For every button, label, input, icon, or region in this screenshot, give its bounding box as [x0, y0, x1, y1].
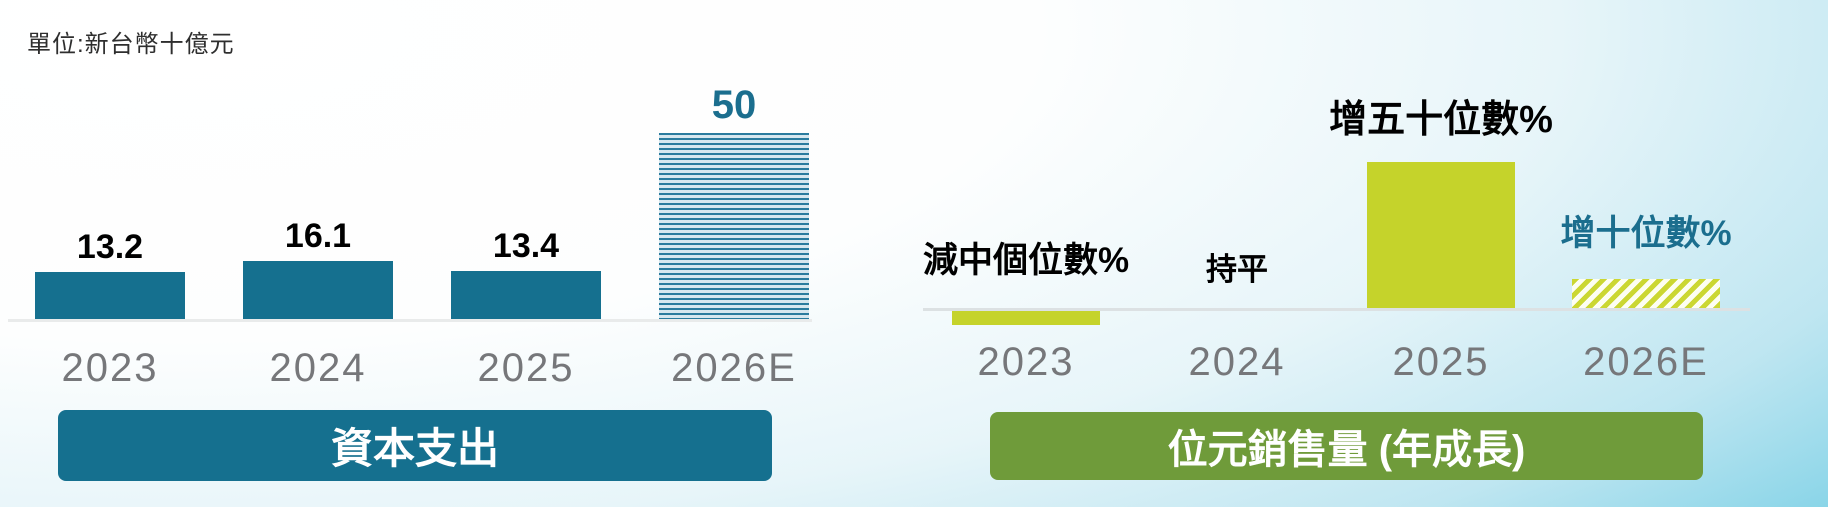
capex-axis-line: [8, 319, 812, 322]
value-label-2024: 16.1: [284, 217, 352, 255]
bit-shipments-title: 位元銷售量 (年成長): [1167, 428, 1526, 472]
year-label-2025: 2025: [1392, 340, 1490, 384]
bar-2023: [35, 272, 185, 319]
year-label-2024: 2024: [269, 346, 367, 390]
bit-shipments-axis-line: [923, 308, 1750, 311]
bar-2026E-estimate: [1572, 279, 1720, 308]
value-label-2023: 13.2: [76, 228, 144, 266]
bar-2024: [243, 261, 393, 319]
value-label-2026E: 增十位數%: [1560, 214, 1732, 253]
value-label-2026E: 50: [711, 83, 757, 127]
bar-2026E-estimate: [659, 133, 809, 319]
value-label-2023: 減中個位數%: [922, 241, 1130, 280]
year-label-2025: 2025: [477, 346, 575, 390]
year-label-2023: 2023: [977, 340, 1075, 384]
bar-2025: [1367, 162, 1515, 308]
bar-2025: [451, 271, 601, 319]
value-label-2025: 增五十位數%: [1329, 99, 1553, 141]
unit-label: 單位:新台幣十億元: [27, 31, 235, 58]
year-label-2023: 2023: [61, 346, 159, 390]
bar-2023: [952, 311, 1100, 325]
value-label-2024: 持平: [1206, 252, 1268, 287]
value-label-2025: 13.4: [492, 227, 560, 265]
bit-shipments-title-banner: 位元銷售量 (年成長): [990, 412, 1703, 480]
capex-title: 資本支出: [330, 425, 499, 472]
capex-title-banner: 資本支出: [58, 410, 772, 481]
year-label-2026E: 2026E: [671, 346, 797, 390]
year-label-2026E: 2026E: [1583, 340, 1709, 384]
year-label-2024: 2024: [1188, 340, 1286, 384]
